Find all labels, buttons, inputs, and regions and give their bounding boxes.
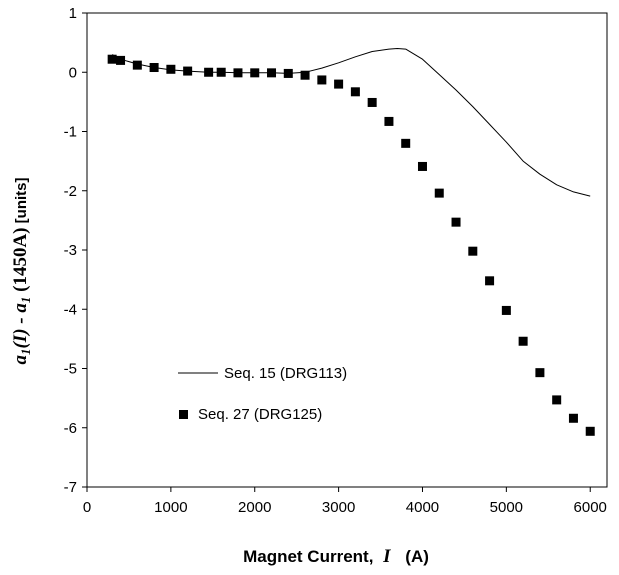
y-tick-label: -1 bbox=[64, 124, 77, 141]
data-point-seq27 bbox=[535, 368, 545, 378]
x-tick-label: 2000 bbox=[238, 499, 271, 516]
data-point-seq27 bbox=[401, 138, 411, 148]
y-tick-label: -2 bbox=[64, 183, 77, 200]
x-axis-ticks: 0 1000 2000 3000 4000 5000 6000 bbox=[83, 487, 607, 516]
data-point-seq27 bbox=[518, 336, 528, 346]
data-point-seq27 bbox=[468, 246, 478, 256]
legend-label-seq15: Seq. 15 (DRG113) bbox=[224, 365, 347, 382]
data-point-seq27 bbox=[283, 68, 293, 78]
data-point-seq27 bbox=[552, 395, 562, 405]
x-tick-label: 3000 bbox=[322, 499, 355, 516]
plot-area bbox=[86, 12, 608, 488]
y-axis-label: a1(I) - a1 (1450A) [units] bbox=[10, 177, 33, 364]
data-point-seq27 bbox=[568, 413, 578, 423]
data-point-seq27 bbox=[233, 68, 243, 78]
data-point-seq27 bbox=[585, 426, 595, 436]
data-point-seq27 bbox=[334, 79, 344, 89]
data-point-seq27 bbox=[384, 116, 394, 126]
y-tick-label: 0 bbox=[69, 64, 77, 81]
y-tick-label: -7 bbox=[64, 479, 77, 496]
legend-label-seq27: Seq. 27 (DRG125) bbox=[198, 406, 322, 423]
y-tick-label: -5 bbox=[64, 361, 77, 378]
y-tick-label: -4 bbox=[64, 301, 77, 318]
x-axis-label: Magnet Current, I (A) bbox=[243, 546, 429, 567]
data-point-seq27 bbox=[204, 67, 214, 77]
data-point-seq27 bbox=[132, 60, 142, 70]
data-point-seq27 bbox=[216, 67, 226, 77]
data-point-seq27 bbox=[367, 97, 377, 107]
x-tick-label: 4000 bbox=[406, 499, 439, 516]
data-point-seq27 bbox=[300, 70, 310, 80]
data-point-seq27 bbox=[250, 68, 260, 78]
data-point-seq27 bbox=[267, 68, 277, 78]
series-layer bbox=[107, 48, 595, 436]
data-point-seq27 bbox=[107, 54, 117, 64]
data-point-seq27 bbox=[350, 87, 360, 97]
data-point-seq27 bbox=[183, 66, 193, 76]
x-tick-label: 0 bbox=[83, 499, 91, 516]
data-point-seq27 bbox=[485, 276, 495, 286]
legend-square-swatch bbox=[179, 410, 188, 419]
legend: Seq. 15 (DRG113) Seq. 27 (DRG125) bbox=[178, 365, 347, 423]
y-tick-label: -3 bbox=[64, 242, 77, 259]
data-point-seq27 bbox=[501, 305, 511, 315]
x-tick-label: 5000 bbox=[490, 499, 523, 516]
data-point-seq27 bbox=[116, 55, 126, 65]
x-tick-label: 6000 bbox=[574, 499, 607, 516]
data-point-seq27 bbox=[149, 63, 159, 73]
y-axis-ticks: 1 0 -1 -2 -3 -4 -5 -6 -7 bbox=[64, 5, 87, 496]
x-tick-label: 1000 bbox=[154, 499, 187, 516]
data-point-seq27 bbox=[434, 188, 444, 198]
data-point-seq27 bbox=[451, 217, 461, 227]
y-tick-label: 1 bbox=[69, 5, 77, 22]
data-point-seq27 bbox=[166, 64, 176, 74]
data-point-seq27 bbox=[317, 75, 327, 85]
y-tick-label: -6 bbox=[64, 420, 77, 437]
data-point-seq27 bbox=[417, 161, 427, 171]
